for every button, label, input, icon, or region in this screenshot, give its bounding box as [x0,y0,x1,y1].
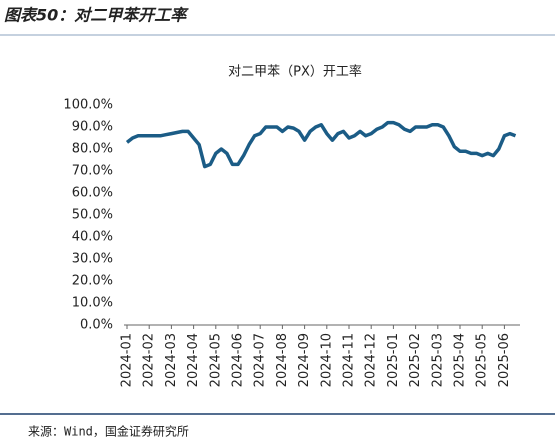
x-tick-label: 2024-12 [364,333,379,387]
y-tick-label: 0.0% [80,318,113,333]
series-line [125,120,517,169]
x-tick-label: 2024-06 [231,333,246,387]
y-tick-label: 60.0% [72,186,113,201]
x-tick-label: 2024-01 [120,333,135,387]
figure-header: 图表50：对二甲苯开工率 [4,6,189,25]
x-tick-label: 2025-04 [453,333,468,387]
y-tick-label: 100.0% [63,98,113,113]
y-tick-label: 50.0% [72,208,113,223]
x-tick-label: 2025-01 [386,333,401,387]
x-tick-label: 2024-11 [342,333,357,387]
y-tick-label: 40.0% [72,230,113,245]
y-tick-label: 20.0% [72,274,113,289]
x-tick-label: 2024-08 [275,333,290,387]
x-tick-label: 2024-07 [253,333,268,387]
x-tick-label: 2025-03 [430,333,445,387]
y-tick-label: 10.0% [72,296,113,311]
x-tick-label: 2024-03 [164,333,179,387]
x-tick-label: 2025-05 [475,333,490,387]
x-tick-label: 2024-04 [186,333,201,387]
x-tick-label: 2024-09 [297,333,312,387]
y-tick-label: 80.0% [72,142,113,157]
chart-title: 对二甲苯（PX）开工率 [228,64,362,80]
x-tick-label: 2024-05 [208,333,223,387]
x-tick-label: 2025-06 [497,333,512,387]
y-tick-label: 70.0% [72,164,113,179]
x-tick-label: 2024-02 [142,333,157,387]
source: 来源：Wind，国金证券研究所 [28,424,189,439]
x-tick-label: 2024-10 [319,333,334,387]
x-tick-label: 2025-02 [408,333,423,387]
y-tick-label: 90.0% [72,120,113,135]
y-tick-label: 30.0% [72,252,113,267]
